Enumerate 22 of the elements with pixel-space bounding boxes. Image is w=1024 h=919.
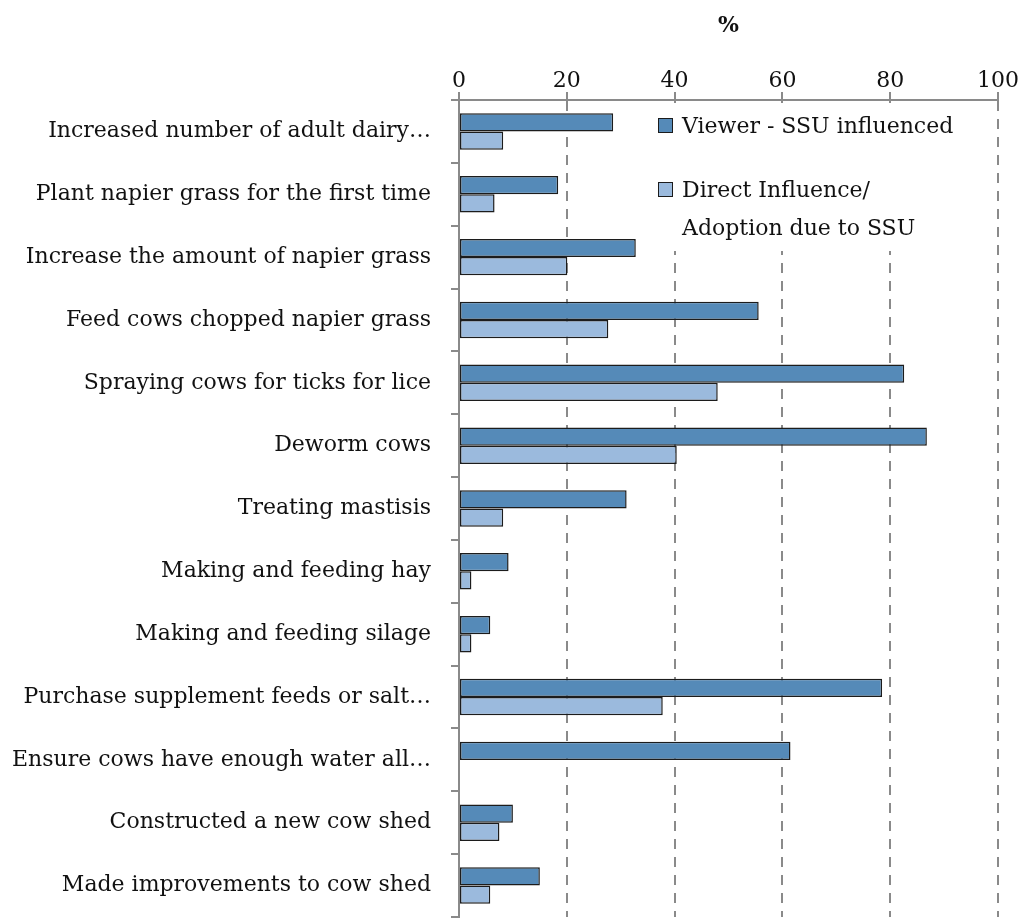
- y-tick-label: Treating mastisis: [237, 494, 431, 520]
- x-tick-label: 60: [768, 66, 797, 92]
- y-tick-label: Making and feeding silage: [135, 619, 431, 645]
- x-tick-label: 0: [452, 66, 466, 92]
- legend-label: Direct Influence/ Adoption due to SSU: [682, 176, 917, 242]
- y-tick-label: Making and feeding hay: [161, 557, 432, 583]
- x-axis-title: %: [718, 10, 740, 37]
- y-tick-label: Ensure cows have enough water all…: [12, 745, 431, 771]
- y-tick-label: Increased number of adult dairy…: [48, 117, 431, 143]
- y-tick-label: Made improvements to cow shed: [61, 871, 431, 897]
- legend-label: Viewer - SSU influenced: [682, 112, 955, 140]
- y-tick-label: Constructed a new cow shed: [109, 808, 431, 834]
- y-tick-label: Purchase supplement feeds or salt…: [23, 682, 431, 708]
- y-tick-label: Increase the amount of napier grass: [25, 242, 431, 268]
- x-tick-label: 100: [977, 66, 1019, 92]
- y-tick-label: Spraying cows for ticks for lice: [83, 368, 431, 394]
- x-tick-label: 40: [660, 66, 689, 92]
- x-tick-label: 80: [876, 66, 905, 92]
- x-tick-label: 20: [552, 66, 581, 92]
- y-tick-label: Plant napier grass for the first time: [35, 179, 431, 205]
- y-tick-label: Deworm cows: [274, 431, 431, 457]
- y-tick-label: Feed cows chopped napier grass: [65, 305, 431, 331]
